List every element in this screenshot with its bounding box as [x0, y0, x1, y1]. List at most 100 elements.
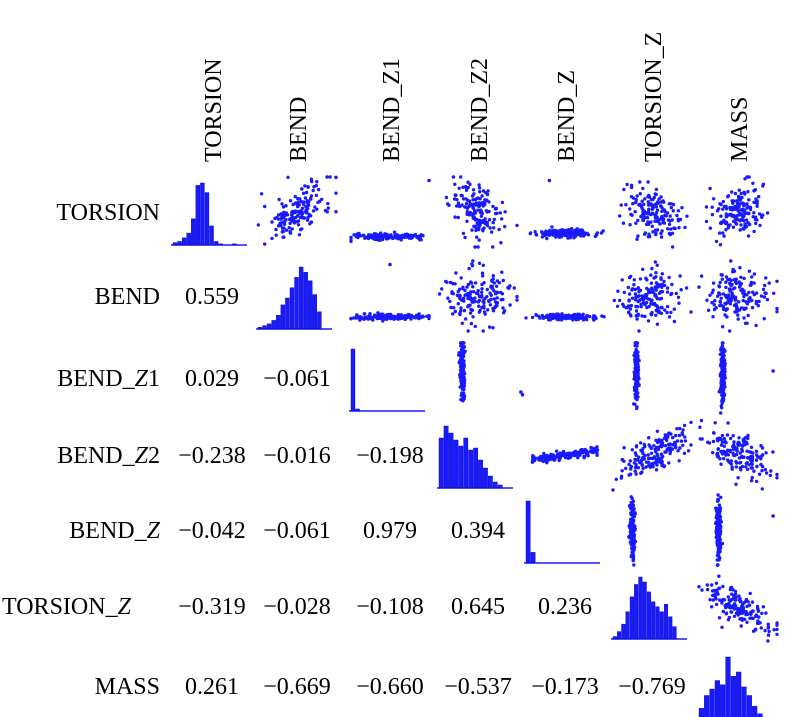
scatter-point — [708, 186, 712, 191]
scatter-point — [714, 597, 718, 601]
scatter-point — [715, 499, 720, 503]
scatter-point — [667, 275, 671, 280]
scatter-point — [731, 434, 735, 438]
scatter-point — [489, 293, 493, 297]
scatter-point — [459, 175, 463, 179]
scatter-point — [612, 298, 616, 303]
scatter-point — [670, 291, 674, 296]
scatter-point — [760, 454, 764, 458]
histogram-bar — [704, 695, 710, 717]
scatter-point — [460, 348, 465, 352]
scatter-point — [270, 236, 274, 241]
scatter-point — [584, 449, 588, 453]
scatter-point — [413, 316, 418, 320]
scatter-point — [654, 271, 658, 275]
scatter-point — [559, 235, 563, 239]
scatter-point — [742, 203, 746, 208]
scatter-point — [637, 203, 641, 207]
scatter-point — [755, 464, 759, 469]
scatter-point — [641, 455, 645, 459]
scatter-point — [480, 211, 484, 216]
scatter-point — [619, 474, 624, 478]
scatter-point — [392, 314, 397, 319]
scatter-point — [458, 204, 462, 209]
scatter-point — [719, 411, 723, 415]
scatter-point — [716, 493, 720, 497]
scatter-panel-r3-c6 — [698, 418, 779, 491]
scatter-point — [648, 445, 652, 449]
scatter-point — [301, 191, 306, 195]
scatter-point — [485, 192, 490, 197]
scatter-point — [313, 205, 317, 209]
scatter-point — [754, 449, 759, 453]
histogram-bar — [453, 439, 459, 489]
scatter-point — [634, 197, 638, 202]
scatter-point — [717, 207, 721, 211]
scatter-point — [473, 324, 477, 329]
scatter-point — [677, 459, 681, 463]
scatter-point — [471, 315, 475, 319]
scatter-point — [635, 406, 639, 411]
scatter-point — [581, 312, 585, 316]
scatter-point — [552, 458, 556, 462]
scatter-point — [325, 210, 329, 214]
scatter-point — [656, 306, 660, 310]
scatter-point — [728, 449, 732, 454]
scatter-point — [636, 363, 640, 367]
scatter-point — [705, 298, 709, 302]
scatter-point — [635, 317, 639, 321]
scatter-point — [581, 450, 585, 455]
scatter-point — [444, 195, 449, 200]
scatter-point — [745, 175, 749, 179]
scatter-point — [467, 266, 471, 271]
column-label-bend-z1: BEND_Z1 — [379, 58, 405, 162]
scatter-point — [659, 284, 663, 288]
scatter-point — [471, 300, 475, 304]
scatter-point — [755, 204, 759, 208]
scatter-point — [746, 234, 751, 238]
scatter-point — [749, 280, 754, 285]
scatter-point — [288, 217, 292, 222]
scatter-point — [756, 609, 760, 613]
scatter-point — [492, 281, 496, 285]
scatter-point — [290, 227, 294, 231]
scatter-point — [738, 597, 742, 601]
scatter-point — [745, 202, 749, 206]
histogram-bar — [497, 484, 503, 489]
scatter-point — [470, 264, 475, 268]
scatter-point — [630, 496, 634, 501]
scatter-point — [731, 444, 735, 449]
scatter-point — [717, 291, 721, 295]
scatter-point — [718, 300, 723, 304]
histogram-bar — [200, 182, 205, 246]
scatter-point — [741, 218, 746, 223]
scatter-point — [562, 452, 566, 456]
histogram-bar — [458, 445, 464, 489]
histogram-bar — [488, 475, 493, 489]
histogram-bar — [621, 623, 626, 640]
scatter-point — [512, 286, 516, 290]
scatter-point — [630, 546, 634, 551]
scatter-point — [460, 341, 465, 345]
scatter-point — [720, 277, 724, 281]
scatter-point — [464, 185, 468, 190]
scatter-point — [700, 588, 704, 592]
scatter-point — [454, 271, 458, 275]
scatter-point — [639, 304, 643, 309]
scatter-point — [534, 233, 539, 237]
scatter-point — [647, 304, 651, 309]
scatter-point — [736, 613, 740, 617]
histogram-bar — [525, 500, 531, 564]
scatter-point — [634, 295, 638, 299]
correlation-r5-c4: 0.236 — [538, 594, 592, 620]
scatter-point — [660, 290, 665, 294]
scatter-point — [316, 187, 321, 192]
scatter-point — [459, 361, 463, 365]
scatter-point — [297, 209, 301, 214]
scatter-point — [751, 290, 755, 294]
correlation-r4-c1: −0.061 — [263, 518, 331, 544]
scatter-point — [722, 598, 727, 602]
scatter-point — [480, 271, 485, 275]
scatter-point — [462, 359, 466, 363]
scatter-point — [632, 548, 636, 552]
